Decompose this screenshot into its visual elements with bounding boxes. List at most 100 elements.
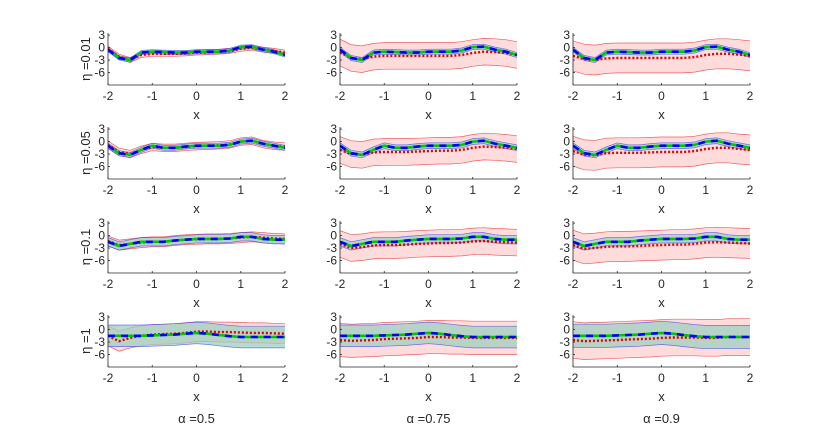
blue-band-lower [340, 343, 517, 349]
plot-area [108, 231, 285, 251]
y-tick-label: 0 [563, 41, 570, 55]
y-tick-label: 3 [98, 28, 105, 42]
x-tick-label: 0 [658, 89, 665, 103]
x-tick-label: -2 [568, 89, 579, 103]
y-tick-label: -6 [94, 66, 105, 80]
y-tick-label: 3 [330, 28, 337, 42]
blue-band-lower [573, 48, 750, 63]
x-tick-label: 2 [747, 277, 754, 291]
blue-band-upper [340, 321, 517, 327]
blue-dashed-line [108, 331, 285, 339]
x-tick-label: -2 [103, 277, 114, 291]
y-tick-label: 0 [98, 41, 105, 55]
x-tick-label: -1 [612, 277, 623, 291]
blue-dashed-line [108, 45, 285, 62]
subplot-r3-c3: -2 -1 0 1 230-3-6x [559, 216, 753, 310]
x-tick-label: 0 [658, 371, 665, 385]
plot-area [340, 320, 517, 358]
y-tick-label: -3 [326, 147, 337, 161]
x-tick-label: 2 [514, 89, 521, 103]
blue-band-upper [340, 43, 517, 58]
y-tick-label: 3 [563, 122, 570, 136]
y-tick-label: 0 [330, 135, 337, 149]
x-tick-label: -2 [103, 89, 114, 103]
blue-band-upper [108, 44, 285, 59]
x-axis-label: x [658, 201, 665, 216]
x-axis-label: x [658, 107, 665, 122]
x-tick-label: -1 [379, 183, 390, 197]
x-tick-label: -1 [147, 277, 158, 291]
x-tick-label: 0 [658, 183, 665, 197]
y-tick-label: -3 [326, 241, 337, 255]
blue-dashed-line [573, 235, 750, 248]
red-band-upper [573, 318, 750, 324]
subplot-r1-c2: -2 -1 0 1 230-3-6x [326, 28, 520, 122]
blue-band-lower [340, 48, 517, 63]
x-tick-label: 1 [702, 89, 709, 103]
row-label-eta: η =0.01 [78, 37, 93, 81]
y-tick-label: 0 [330, 41, 337, 55]
plot-area [108, 44, 285, 63]
y-tick-label: -3 [94, 147, 105, 161]
red-dotted-line [573, 335, 750, 343]
y-tick-label: -3 [559, 241, 570, 255]
subplot-r2-c2: -2 -1 0 1 230-3-6x [326, 122, 520, 216]
x-tick-label: 0 [193, 371, 200, 385]
x-axis-label: x [425, 107, 432, 122]
red-band-upper [340, 320, 517, 325]
x-tick-label: 0 [425, 371, 432, 385]
blue-band-upper [108, 232, 285, 243]
x-axis-label: x [658, 389, 665, 404]
x-tick-label: 1 [702, 183, 709, 197]
x-tick-label: -2 [335, 277, 346, 291]
column-label-alpha: α =0.5 [178, 411, 215, 426]
red-band-upper [573, 38, 750, 46]
blue-band-lower [108, 343, 285, 349]
y-tick-label: 0 [563, 135, 570, 149]
x-tick-label: 0 [193, 183, 200, 197]
red-dotted-line [340, 50, 517, 61]
x-tick-label: 2 [282, 183, 289, 197]
subplot-r3-c2: -2 -1 0 1 230-3-6x [326, 216, 520, 310]
plot-area [108, 136, 285, 159]
x-tick-label: 1 [469, 89, 476, 103]
red-band-lower [340, 64, 517, 73]
subplot-r4-c2: -2 -1 0 1 230-3-6xα =0.75 [326, 310, 520, 426]
column-label-alpha: α =0.75 [406, 411, 450, 426]
y-tick-label: -3 [326, 53, 337, 67]
y-tick-label: 3 [98, 216, 105, 230]
x-axis-label: x [425, 201, 432, 216]
red-band-upper [108, 136, 285, 151]
blue-band-lower [573, 344, 750, 350]
blue-band-lower [340, 143, 517, 159]
blue-band-lower [108, 142, 285, 158]
red-band-upper [340, 132, 517, 142]
red-dotted-line [573, 146, 750, 157]
x-tick-label: 0 [193, 89, 200, 103]
blue-dashed-line [340, 45, 517, 62]
blue-dashed-line [340, 331, 517, 339]
x-tick-label: 1 [702, 277, 709, 291]
y-tick-label: -3 [94, 53, 105, 67]
y-tick-label: 3 [563, 28, 570, 42]
x-tick-label: -1 [379, 89, 390, 103]
x-tick-label: 2 [514, 277, 521, 291]
red-band-lower [340, 253, 517, 262]
x-tick-label: 2 [747, 371, 754, 385]
y-tick-label: 0 [98, 135, 105, 149]
x-tick-label: 1 [469, 371, 476, 385]
y-tick-label: 3 [330, 216, 337, 230]
plot-area [340, 227, 517, 262]
row-label-eta: η =0.05 [78, 131, 93, 175]
x-tick-label: 2 [282, 89, 289, 103]
blue-dashed-line [108, 235, 285, 248]
y-tick-label: 3 [330, 310, 337, 324]
y-tick-label: 0 [98, 229, 105, 243]
y-tick-label: 3 [98, 122, 105, 136]
blue-band-upper [340, 137, 517, 153]
x-tick-label: 2 [747, 183, 754, 197]
blue-band-upper [573, 43, 750, 58]
x-tick-label: -2 [568, 183, 579, 197]
x-tick-label: -1 [612, 89, 623, 103]
blue-band-fill [573, 321, 750, 349]
